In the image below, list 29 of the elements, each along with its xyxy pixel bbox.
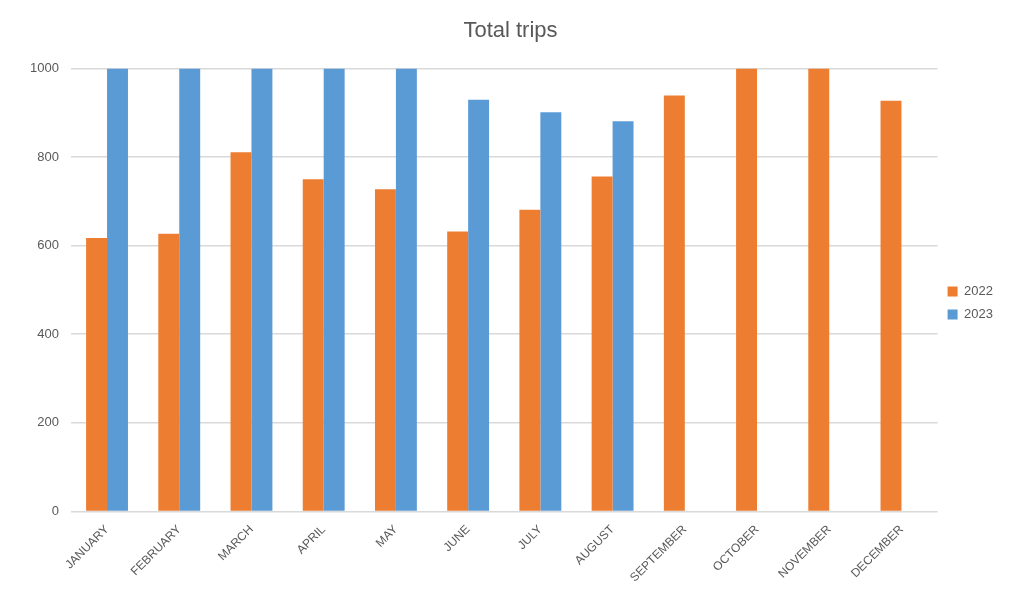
- legend-label: 2022: [964, 283, 993, 299]
- bar: [251, 68, 273, 511]
- y-tick-label: 0: [51, 503, 59, 519]
- chart-title: Total trips: [463, 17, 558, 43]
- bar: [591, 176, 613, 511]
- legend-label: 2023: [964, 306, 993, 322]
- bar: [230, 152, 252, 511]
- bar: [395, 68, 417, 511]
- bar: [540, 112, 562, 511]
- y-tick-label: 1000: [30, 59, 59, 75]
- bar: [302, 179, 324, 511]
- bar: [447, 231, 469, 511]
- bar: [519, 209, 541, 511]
- bar: [107, 68, 128, 511]
- bar: [612, 121, 634, 511]
- y-tick-label: 800: [37, 148, 59, 164]
- y-tick-label: 200: [37, 414, 59, 430]
- bar: [808, 68, 830, 511]
- bar: [374, 189, 396, 511]
- bar: [736, 68, 758, 511]
- bar: [86, 238, 108, 511]
- y-tick-label: 400: [37, 325, 59, 341]
- bar: [323, 68, 345, 511]
- bar: [468, 99, 490, 511]
- bar: [880, 100, 902, 511]
- bar: [179, 68, 201, 511]
- bar: [158, 233, 180, 511]
- bar: [663, 95, 685, 511]
- y-tick-label: 600: [37, 237, 59, 253]
